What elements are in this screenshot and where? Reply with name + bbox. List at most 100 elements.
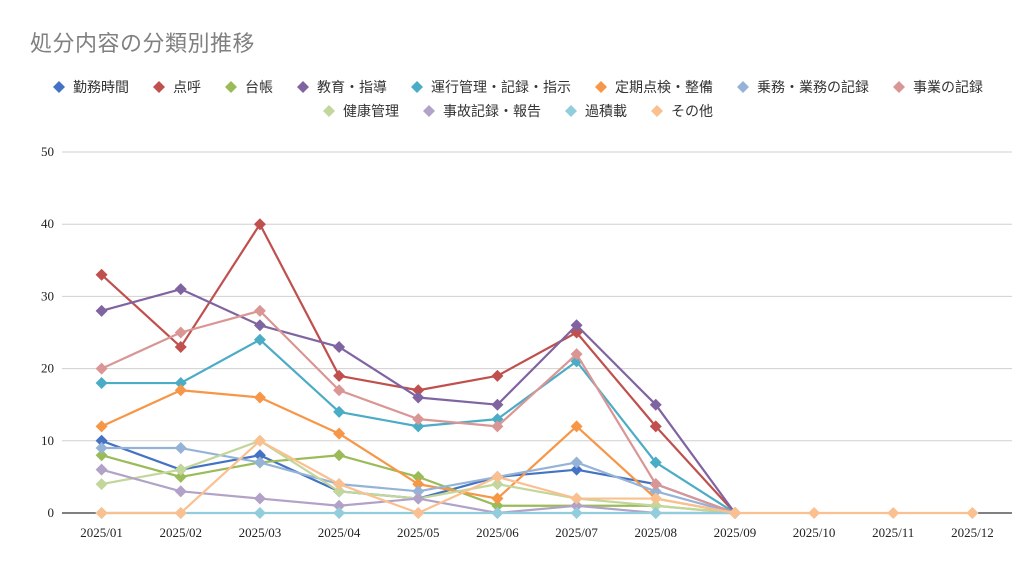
legend-label: その他 [671, 104, 713, 120]
legend-marker-icon [323, 105, 335, 117]
legend-item: 教育・指導 [297, 78, 387, 96]
data-point [649, 485, 662, 498]
data-point [649, 398, 662, 411]
data-point [491, 470, 504, 483]
x-tick-label: 2025/12 [951, 525, 994, 540]
data-point [333, 507, 346, 519]
data-point [95, 377, 108, 390]
legend-label: 乗務・業務の記録 [757, 80, 869, 96]
data-point [333, 384, 346, 397]
data-point [570, 420, 583, 433]
data-point [491, 478, 504, 491]
data-point [253, 449, 266, 462]
legend-label: 事業の記録 [913, 80, 983, 96]
data-point [728, 507, 741, 519]
x-tick-label: 2025/09 [714, 525, 757, 540]
legend-marker-icon [225, 81, 237, 93]
data-point [491, 499, 504, 512]
data-point [570, 463, 583, 476]
x-tick-label: 2025/04 [318, 525, 361, 540]
data-point [174, 507, 187, 519]
legend-label: 定期点検・整備 [615, 80, 713, 96]
data-point [253, 319, 266, 332]
legend-label: 健康管理 [343, 104, 399, 120]
data-point [253, 492, 266, 505]
data-point [491, 369, 504, 382]
legend-item: 事業の記録 [893, 78, 983, 96]
y-tick-label: 40 [41, 216, 54, 231]
data-point [412, 507, 425, 519]
legend-item: 健康管理 [323, 102, 399, 120]
data-point [570, 499, 583, 512]
legend-item: 台帳 [225, 78, 273, 96]
data-point [649, 492, 662, 505]
data-point [174, 485, 187, 498]
legend-marker-icon [423, 105, 435, 117]
legend-label: 点呼 [173, 80, 201, 96]
x-tick-label: 2025/08 [634, 525, 677, 540]
y-tick-label: 20 [41, 361, 54, 376]
data-point [333, 485, 346, 498]
data-point [95, 304, 108, 317]
data-point [253, 391, 266, 404]
legend-label: 台帳 [245, 80, 273, 96]
data-point [333, 340, 346, 353]
data-point [253, 304, 266, 317]
data-point [412, 420, 425, 433]
data-point [95, 478, 108, 491]
data-point [174, 442, 187, 455]
data-point [174, 463, 187, 476]
data-point [570, 507, 583, 519]
legend-label: 勤務時間 [73, 80, 129, 96]
series-line [101, 439, 973, 515]
legend-label: 過積載 [585, 104, 627, 120]
data-point [333, 405, 346, 418]
chart-legend: 勤務時間 点呼 台帳 教育・指導 運行管理・記録・指示 定期点検・整備 乗務・業務の記録 事業… [30, 78, 1006, 120]
legend-marker-icon [595, 81, 607, 93]
legend-item: 定期点検・整備 [595, 78, 713, 96]
data-point [253, 333, 266, 346]
x-tick-label: 2025/07 [555, 525, 598, 540]
legend-marker-icon [651, 105, 663, 117]
data-point [253, 456, 266, 469]
data-point [412, 492, 425, 505]
data-point [649, 507, 662, 519]
x-tick-label: 2025/06 [476, 525, 519, 540]
data-point [174, 384, 187, 397]
legend-item: 運行管理・記録・指示 [411, 78, 571, 96]
data-point [95, 449, 108, 462]
data-point [174, 377, 187, 390]
y-tick-label: 50 [41, 144, 54, 159]
legend-marker-icon [53, 81, 65, 93]
legend-label: 教育・指導 [317, 80, 387, 96]
x-tick-label: 2025/03 [239, 525, 282, 540]
legend-item: 過積載 [565, 102, 627, 120]
data-point [253, 507, 266, 519]
data-point [412, 384, 425, 397]
legend-marker-icon [737, 81, 749, 93]
legend-marker-icon [297, 81, 309, 93]
data-point [491, 420, 504, 433]
x-tick-label: 2025/01 [80, 525, 123, 540]
data-point [333, 369, 346, 382]
data-point [649, 456, 662, 469]
data-point [174, 283, 187, 296]
data-point [649, 499, 662, 512]
legend-item: 点呼 [153, 78, 201, 96]
data-point [174, 470, 187, 483]
data-point [412, 485, 425, 498]
data-point [570, 492, 583, 505]
data-point [649, 420, 662, 433]
data-point [253, 218, 266, 231]
data-point [95, 420, 108, 433]
legend-marker-icon [565, 105, 577, 117]
data-point [95, 268, 108, 281]
data-point [887, 507, 900, 519]
series-group [95, 434, 979, 519]
y-tick-label: 30 [41, 288, 54, 303]
data-point [649, 478, 662, 491]
legend-item: 事故記録・報告 [423, 102, 541, 120]
data-point [333, 499, 346, 512]
data-point [95, 362, 108, 375]
